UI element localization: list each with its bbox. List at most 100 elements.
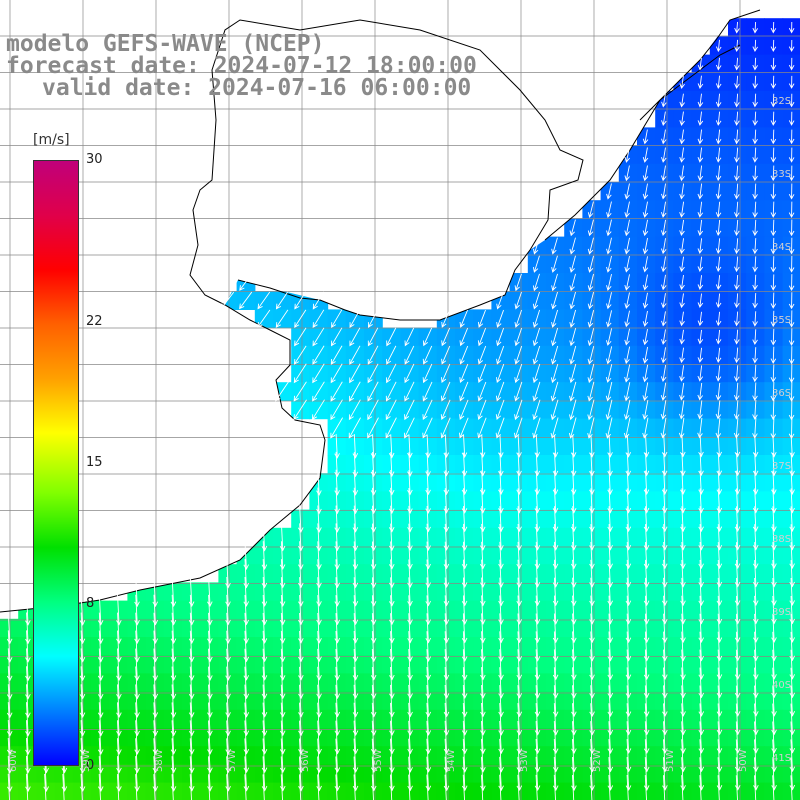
wind-arrow (425, 577, 431, 607)
wind-arrow (662, 613, 668, 644)
wind-arrow (734, 685, 741, 717)
wind-arrow (752, 39, 759, 53)
wind-arrow (698, 667, 705, 699)
wind-arrow (752, 329, 758, 346)
wind-arrow (551, 309, 559, 328)
wind-arrow (80, 773, 83, 800)
wind-arrow (771, 685, 777, 717)
wind-arrow (589, 452, 595, 477)
wind-arrow (752, 382, 758, 402)
wind-arrow (643, 506, 650, 533)
longitude-label: 54W (446, 749, 457, 772)
wind-arrow (479, 523, 486, 551)
wind-arrow (715, 365, 722, 382)
wind-arrow (459, 309, 468, 328)
wind-arrow (643, 631, 650, 662)
wind-arrow (715, 417, 722, 439)
wind-arrow (480, 702, 486, 736)
wind-arrow (348, 417, 361, 439)
wind-arrow (697, 165, 704, 182)
wind-arrow (752, 595, 759, 625)
wind-arrow (480, 756, 486, 792)
wind-arrow (407, 577, 413, 607)
colorbar-tick-label: 0 (86, 758, 95, 773)
wind-arrow (352, 434, 359, 459)
wind-arrow (385, 381, 397, 402)
wind-arrow (25, 594, 31, 626)
wind-arrow (587, 399, 595, 421)
wind-arrow (771, 542, 777, 569)
wind-arrow (170, 666, 177, 700)
wind-arrow (771, 524, 777, 551)
wind-arrow (407, 631, 413, 662)
wind-arrow (698, 631, 705, 662)
wind-arrow (352, 756, 359, 792)
wind-arrow (680, 631, 686, 662)
wind-arrow (367, 345, 379, 365)
wind-arrow (788, 147, 795, 163)
wind-arrow (715, 400, 722, 420)
wind-arrow (734, 577, 741, 606)
wind-arrow (789, 434, 795, 458)
wind-arrow (207, 648, 213, 681)
wind-arrow (661, 256, 667, 273)
wind-arrow (389, 738, 395, 773)
wind-arrow (734, 721, 741, 754)
wind-arrow (534, 756, 541, 792)
wind-arrow (516, 613, 523, 644)
wind-arrow (680, 757, 686, 791)
wind-arrow (352, 613, 359, 644)
longitude-label: 55W (373, 749, 384, 772)
wind-arrow (643, 685, 650, 717)
wind-arrow (298, 595, 304, 626)
wind-arrow (605, 346, 613, 365)
wind-arrow (752, 129, 758, 145)
wind-arrow (624, 310, 630, 328)
wind-arrow (753, 667, 759, 699)
wind-arrow (367, 417, 379, 439)
wind-arrow (678, 417, 685, 439)
wind-arrow (279, 577, 286, 607)
wind-arrow (298, 577, 304, 607)
wind-arrow (349, 327, 361, 347)
wind-arrow (279, 612, 286, 644)
wind-arrow (733, 382, 740, 401)
wind-arrow (715, 238, 722, 255)
wind-arrow (349, 309, 361, 329)
wind-arrow (715, 111, 722, 126)
wind-arrow (716, 488, 723, 514)
wind-arrow (367, 309, 379, 328)
wind-arrow (334, 648, 341, 681)
wind-arrow (625, 649, 632, 681)
wind-arrow (716, 452, 723, 477)
wind-arrow (716, 685, 723, 717)
wind-arrow (698, 577, 704, 607)
wind-arrow (480, 577, 486, 607)
wind-arrow (679, 238, 685, 255)
wind-arrow (716, 757, 723, 791)
wind-arrow (697, 256, 704, 273)
wind-arrow (443, 631, 450, 662)
wind-arrow (698, 703, 705, 736)
wind-arrow (607, 649, 614, 681)
wind-arrow (496, 345, 505, 365)
wind-arrow (407, 434, 413, 459)
wind-arrow (661, 559, 668, 588)
wind-arrow (532, 255, 540, 273)
wind-arrow (461, 702, 468, 736)
wind-arrow (388, 487, 395, 515)
wind-arrow (97, 666, 104, 700)
wind-arrow (753, 703, 759, 736)
wind-arrow (680, 649, 686, 680)
wind-arrow (679, 274, 685, 291)
wind-arrow (589, 434, 595, 458)
wind-arrow (624, 399, 631, 421)
wind-arrow (477, 327, 487, 347)
wind-arrow (532, 291, 540, 310)
wind-arrow (753, 649, 759, 680)
wind-arrow (753, 739, 759, 773)
wind-arrow (516, 595, 522, 625)
wind-arrow (352, 595, 359, 626)
wind-arrow (643, 488, 650, 514)
